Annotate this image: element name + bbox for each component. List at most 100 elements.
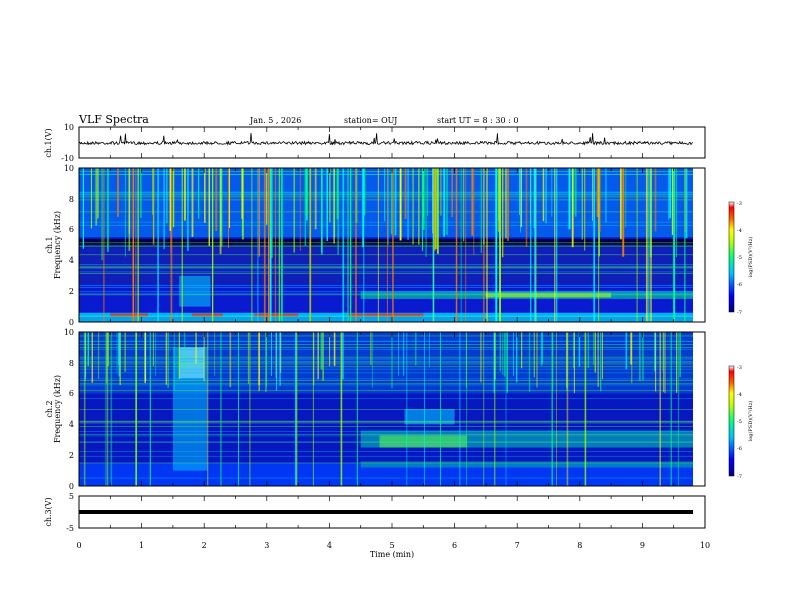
ch2-narrowband-line (79, 383, 693, 385)
ch2-sferic (107, 332, 109, 366)
ch1-sferic (309, 168, 311, 322)
ch2-sferic (403, 332, 405, 376)
ch2-sferic (110, 332, 113, 486)
ch1-sferic (407, 168, 409, 241)
ch1-sferic (533, 168, 536, 322)
ch2-sferic (512, 332, 514, 377)
ch1-sferic (533, 168, 536, 229)
ch2-sferic (356, 332, 359, 486)
ch1-sferic (117, 168, 119, 217)
ch2-sferic (521, 332, 523, 369)
ch2-narrowband-line (79, 420, 693, 422)
x-tick-6: 6 (452, 541, 457, 550)
ch2-narrowband-line (79, 409, 693, 410)
ch2-ytick-4: 4 (69, 420, 74, 429)
ch1-sferic (82, 168, 85, 249)
ch2-sferic (528, 332, 531, 392)
ch1-cbtick-n5: -5 (737, 255, 742, 261)
ch1-sferic (181, 168, 183, 322)
ch1-sferic (625, 168, 627, 228)
ch1-narrowband-line (79, 267, 693, 269)
ch2-narrowband-line (79, 455, 693, 457)
ch1-sferic (422, 168, 425, 230)
ch1-sferic (443, 168, 446, 237)
ch2-sferic (594, 332, 596, 373)
ch2-sferic (659, 332, 661, 486)
ch1-sferic (265, 168, 268, 225)
ch1-sferic (605, 168, 607, 223)
ch2-sferic (631, 332, 633, 384)
ch1-sferic (355, 168, 357, 322)
ch1-sferic (152, 168, 153, 215)
ch1-spectrogram-panel: 0 2 4 6 8 10 ch.1 Frequency (kHz) (45, 164, 706, 327)
ch1-narrowband-line (79, 264, 693, 265)
ch1-ytick-8: 8 (69, 195, 74, 204)
ch2-sferic (503, 332, 506, 377)
ch1-sferic (137, 168, 139, 322)
ch2-sferic (165, 332, 167, 385)
ch2-sferic (371, 332, 373, 388)
ch1-spectrogram-image (79, 168, 693, 322)
ch2-sferic (578, 332, 581, 367)
ch1-low-band-peak (348, 313, 424, 317)
ch1-narrowband-line (79, 225, 693, 226)
ch2-narrowband-line (79, 363, 693, 365)
ch1-sferic (387, 168, 389, 245)
ch1-sferic (268, 168, 270, 322)
x-tick-9: 9 (640, 541, 645, 550)
ch1-narrowband-line (79, 242, 693, 244)
ch1-narrowband-line (79, 291, 693, 293)
ch1-low-band-peak (110, 313, 148, 317)
ch2-sferic (220, 332, 222, 486)
ch2-sferic (183, 332, 186, 371)
ch1-sferic (278, 168, 281, 322)
ch1-sferic (499, 168, 501, 322)
ch1-sferic (685, 168, 688, 239)
ch1-sferic (497, 168, 499, 232)
ch1-sferic (421, 168, 424, 252)
ch2-colorbar-label: log(PSD)(V²/Hz) (747, 401, 754, 442)
ch2-narrowband-line (79, 356, 693, 358)
ch1-sferic (440, 168, 442, 216)
ch1-sferic (505, 168, 507, 239)
ch2-sferic (152, 332, 154, 367)
ch2-sferic (116, 332, 118, 374)
ch2-sferic (499, 332, 501, 372)
ch2-narrowband-line (79, 435, 693, 437)
ch1-sferic (350, 168, 352, 322)
ch2-narrowband-line (79, 349, 693, 350)
ch1-sferic (465, 168, 467, 322)
ch2-narrowband-line (79, 372, 693, 374)
ch2-sferic (106, 332, 108, 384)
ch1-sferic (170, 168, 173, 322)
ch2-colorbar-gradient (728, 365, 735, 477)
ch2-narrowband-line (79, 422, 693, 424)
ch1-sferic (364, 168, 366, 216)
ch1-sferic (545, 168, 547, 224)
ch2-narrowband-line (79, 378, 693, 380)
ch1-sferic (95, 168, 98, 226)
ch1-ytick-4: 4 (69, 256, 74, 265)
ch2-sferic (505, 332, 507, 486)
ch1-sferic (418, 168, 420, 245)
ch3-waveform-panel: 5 -5 ch.3(V) (44, 492, 706, 533)
ch1-sferic (305, 168, 308, 216)
ch1-sferic (535, 168, 537, 322)
ch1-sferic (676, 168, 678, 258)
ch2-sferic (597, 332, 599, 387)
ch1-narrowband-line (79, 211, 693, 213)
ch1-narrowband-line (79, 173, 693, 175)
ch1-sferic (519, 168, 521, 233)
ch2-sferic (572, 332, 575, 369)
ch1-sferic (258, 168, 260, 257)
ch1-sferic (169, 168, 172, 231)
ch2-ytick-0: 0 (69, 482, 74, 491)
ch2-sferic (279, 332, 281, 386)
ch2-sferic (566, 332, 569, 486)
ch2-narrowband-line (79, 426, 693, 427)
ch2-hiss-core (379, 435, 468, 448)
ch2-sferic (333, 332, 336, 366)
ch2-sferic (573, 332, 575, 394)
ch1-sferic (204, 168, 206, 223)
ch2-sferic (329, 332, 331, 367)
